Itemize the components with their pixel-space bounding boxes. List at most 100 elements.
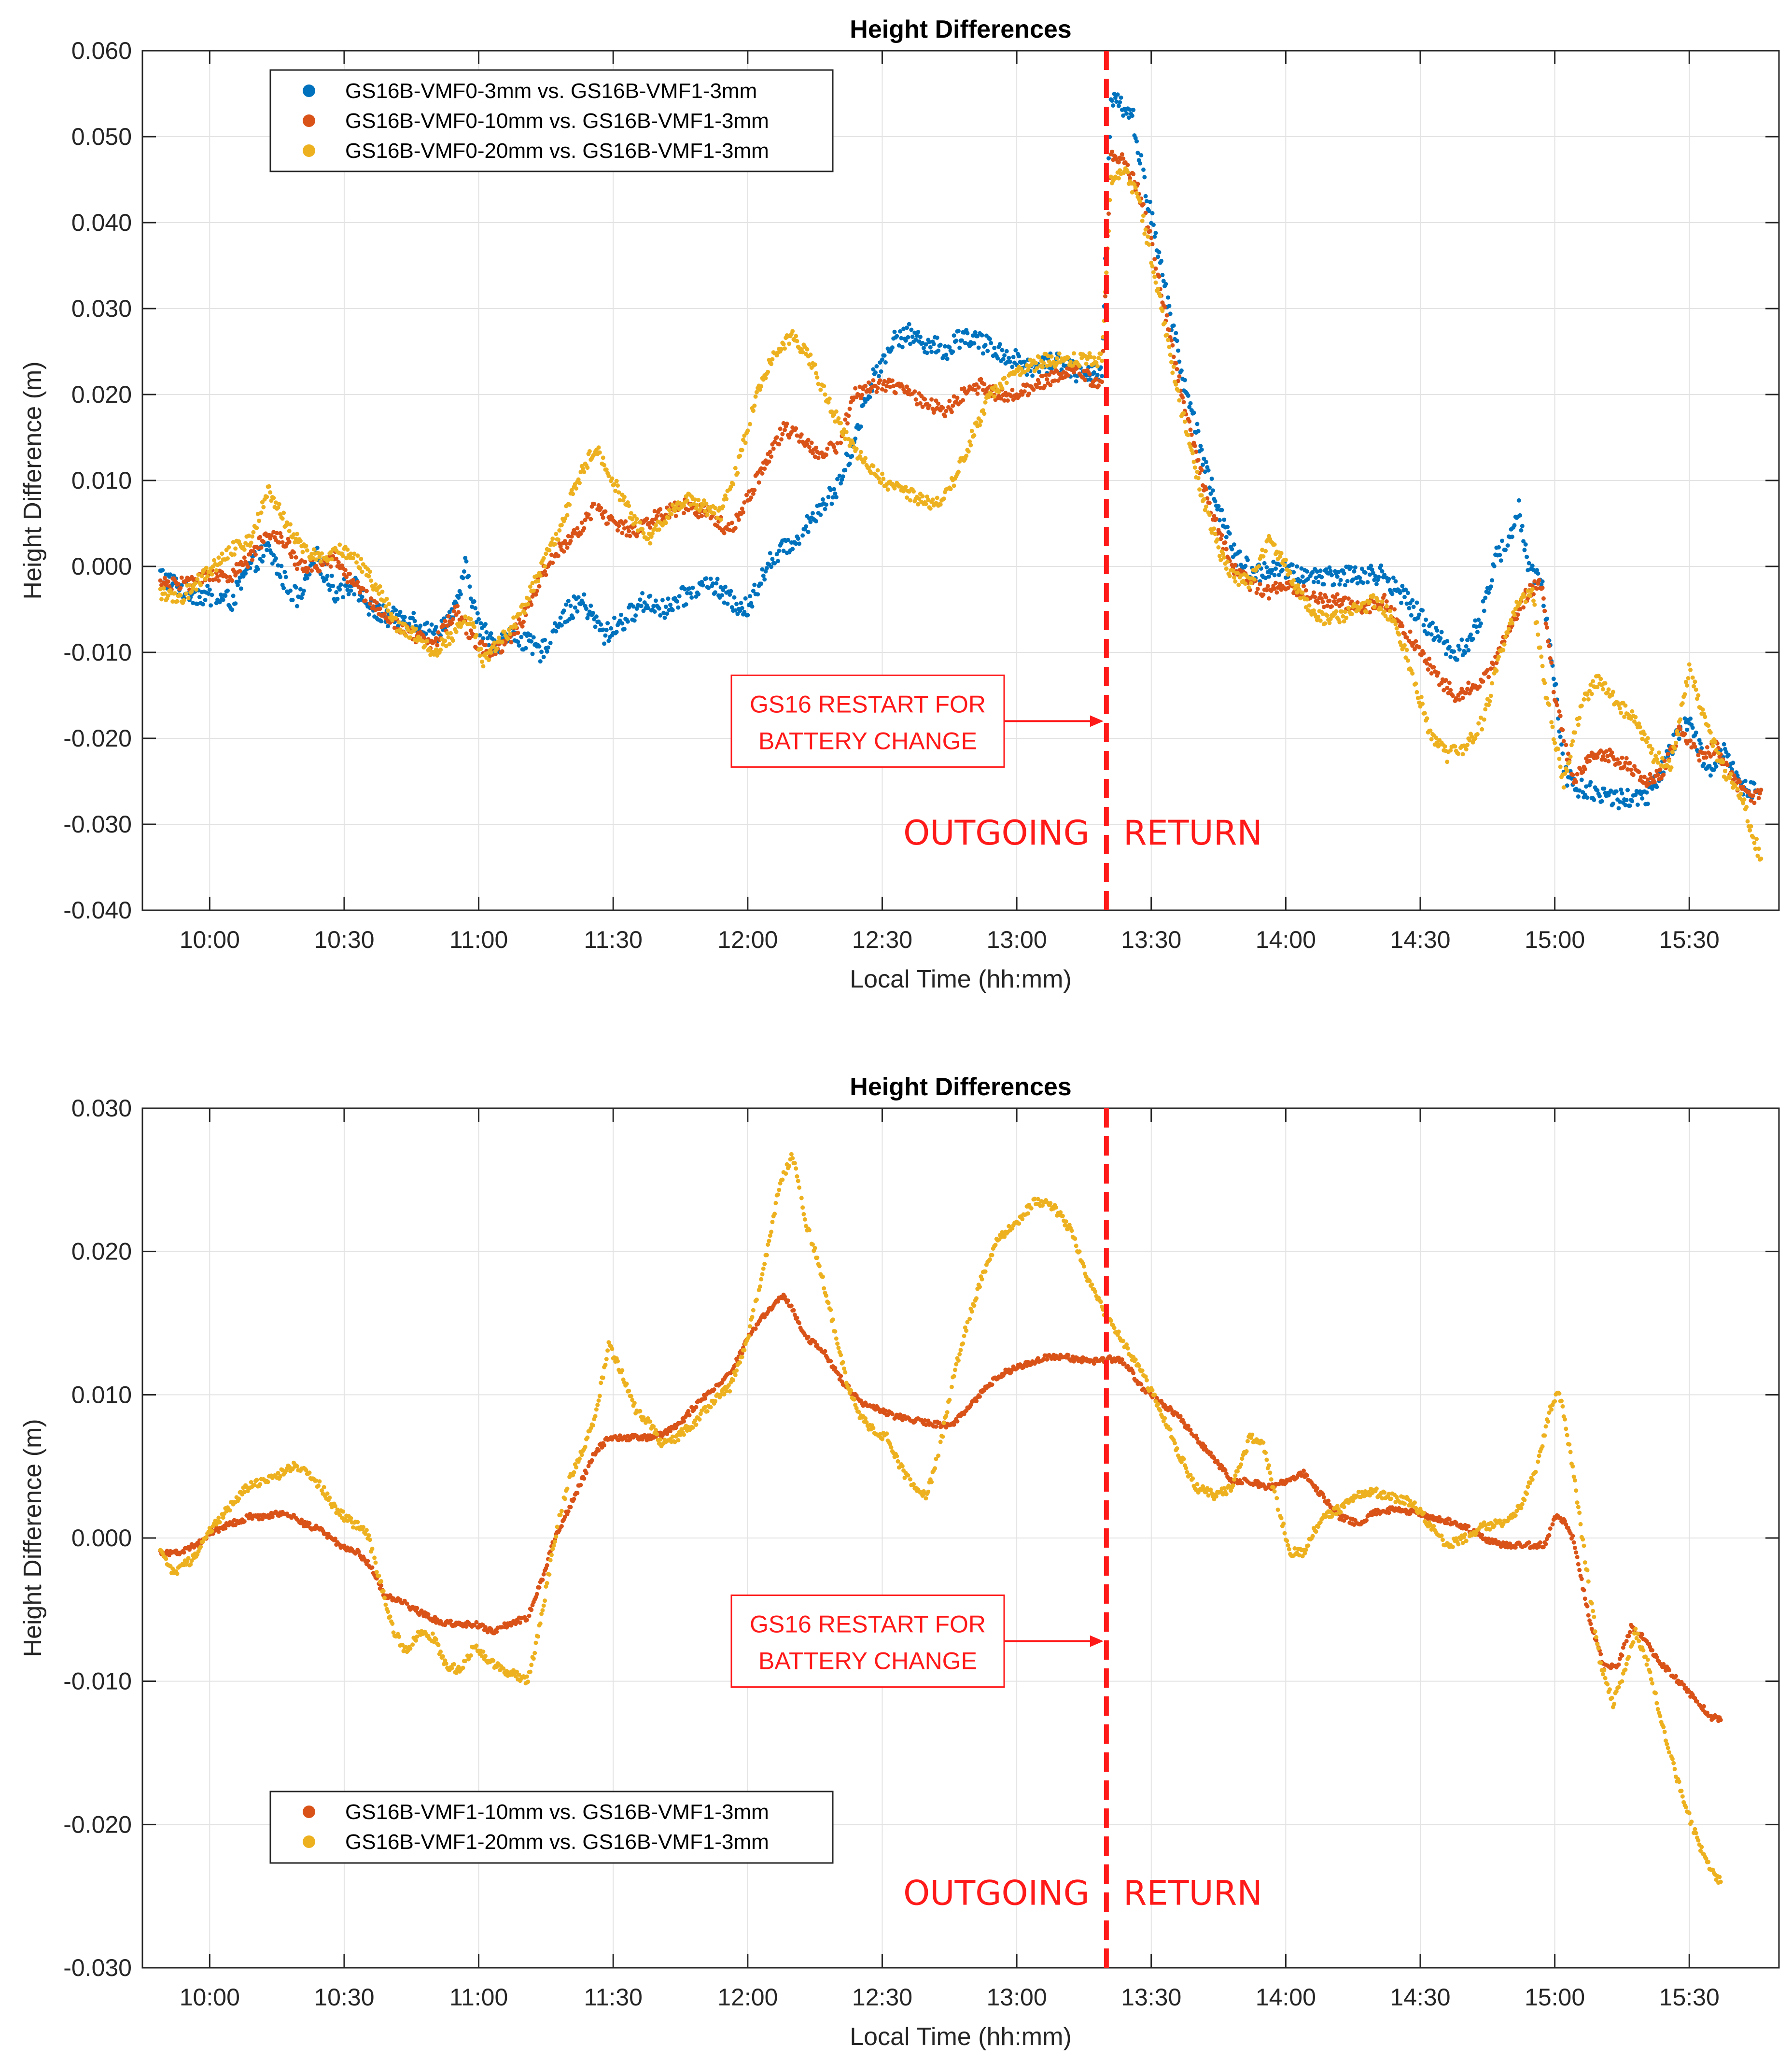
chart-bottom: 10:00 10:30 11:00 11:30 12:00 12:30 13:00 13:30… (19, 1073, 1780, 2051)
data-point (1196, 476, 1201, 480)
data-point (752, 582, 757, 587)
data-point (393, 608, 398, 613)
data-point (996, 390, 1001, 395)
data-point (1690, 675, 1695, 680)
data-point (576, 595, 581, 600)
data-point (602, 463, 607, 467)
x-tick-label: 14:30 (1390, 926, 1450, 953)
data-point (1181, 411, 1186, 416)
data-point (328, 564, 333, 569)
data-point (1482, 717, 1486, 722)
data-point (962, 386, 966, 391)
data-point (508, 632, 513, 636)
data-point (543, 564, 547, 569)
data-point (1482, 608, 1486, 613)
data-point (1407, 606, 1412, 610)
data-point (294, 566, 299, 571)
data-point (704, 501, 709, 506)
data-point (982, 411, 987, 416)
data-point (279, 564, 284, 568)
data-point (1731, 761, 1736, 765)
data-point (1544, 625, 1549, 630)
data-point (1167, 344, 1172, 349)
data-point (584, 607, 588, 611)
data-point (1372, 578, 1377, 582)
data-point (349, 588, 353, 593)
data-point (1403, 587, 1408, 592)
data-point (1179, 368, 1184, 373)
data-point (858, 424, 863, 429)
data-point (1453, 744, 1457, 749)
data-point (593, 624, 598, 629)
data-point (974, 1399, 979, 1403)
data-point (685, 591, 689, 595)
data-point (1393, 579, 1398, 584)
data-point (1708, 730, 1713, 735)
data-point (930, 497, 935, 502)
data-point (588, 517, 593, 522)
data-point (373, 582, 378, 587)
data-point (892, 329, 897, 334)
data-point (1138, 199, 1142, 204)
data-point (309, 568, 314, 573)
data-point (1223, 540, 1228, 545)
data-point (1754, 836, 1759, 841)
data-point (846, 413, 851, 418)
data-point (944, 353, 949, 357)
data-point (860, 393, 865, 397)
data-point (475, 611, 480, 616)
data-point (815, 375, 820, 380)
series-0 (158, 91, 1764, 811)
data-point (543, 569, 547, 574)
data-point (578, 532, 583, 536)
data-point (1648, 772, 1652, 776)
data-point (412, 619, 417, 623)
data-point (761, 573, 766, 578)
data-point (1561, 785, 1566, 790)
data-point (242, 555, 247, 560)
data-point (1111, 103, 1116, 108)
data-point (1358, 576, 1362, 580)
data-point (363, 598, 368, 603)
data-point (1488, 693, 1493, 698)
data-point (195, 602, 200, 606)
data-point (603, 633, 608, 638)
data-point (839, 440, 843, 445)
data-point (1095, 372, 1100, 377)
data-point (367, 601, 372, 606)
legend-label-vmf0-10mm: GS16B-VMF0-10mm vs. GS16B-VMF1-3mm (345, 109, 769, 133)
data-point (1414, 639, 1418, 644)
data-point (237, 579, 241, 584)
data-point (1701, 762, 1706, 766)
data-point (733, 466, 738, 470)
data-point (1167, 304, 1172, 309)
data-point (694, 1405, 699, 1410)
data-point (779, 437, 784, 442)
data-point (791, 1308, 796, 1312)
data-point (470, 605, 475, 609)
data-point (1623, 803, 1628, 807)
data-point (1748, 828, 1752, 833)
data-point (751, 589, 756, 593)
data-point (895, 334, 899, 339)
data-point (1365, 580, 1370, 585)
data-point (411, 611, 416, 615)
data-point (905, 495, 909, 500)
data-point (207, 578, 212, 582)
data-point (1510, 535, 1514, 539)
data-point (1400, 584, 1405, 589)
data-point (762, 466, 767, 471)
data-point (695, 503, 700, 508)
data-point (206, 592, 211, 596)
data-point (1420, 701, 1425, 706)
data-point (818, 387, 823, 392)
x-tick-label: 13:00 (987, 926, 1047, 953)
data-point (577, 480, 582, 485)
data-point (969, 428, 974, 433)
data-point (804, 524, 809, 529)
data-point (523, 646, 528, 650)
data-point (759, 384, 764, 389)
data-point (663, 521, 668, 525)
data-point (968, 443, 973, 448)
chart-top-xlabel: Local Time (hh:mm) (850, 965, 1071, 993)
